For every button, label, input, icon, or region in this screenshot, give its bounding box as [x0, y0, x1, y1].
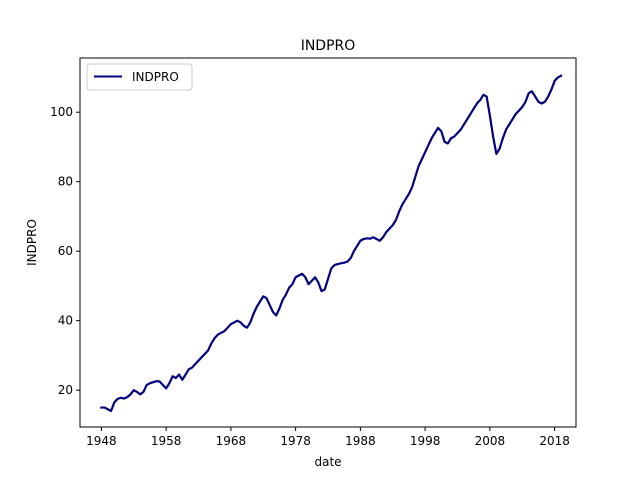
- chart-title: INDPRO: [301, 38, 356, 54]
- legend-label-indpro: INDPRO: [132, 70, 179, 84]
- x-tick-label: 1968: [216, 434, 247, 448]
- x-tick-label: 1978: [280, 434, 311, 448]
- plot-frame: [79, 57, 577, 428]
- x-tick-label: 1988: [345, 434, 376, 448]
- y-tick-label: 20: [58, 383, 73, 397]
- data-layer: [100, 74, 563, 413]
- x-tick-label: 2008: [475, 434, 506, 448]
- legend: INDPRO: [86, 63, 193, 91]
- x-tick-label: 2018: [539, 434, 570, 448]
- series-line-indpro: [100, 74, 563, 413]
- x-tick-label: 1998: [410, 434, 441, 448]
- y-tick-label: 60: [58, 244, 73, 258]
- legend-box: [86, 63, 193, 91]
- x-tick-label: 1948: [86, 434, 117, 448]
- plot-area: [80, 58, 576, 427]
- y-tick-label: 40: [58, 314, 73, 328]
- y-axis-label: INDPRO: [25, 219, 39, 266]
- y-tick-label: 80: [58, 175, 73, 189]
- x-axis-label: date: [314, 455, 341, 469]
- x-tick-label: 1958: [151, 434, 182, 448]
- ticks-layer: 1948 1958 1968 1978 1988 1998 2008 2018 20 40 60 80…: [50, 105, 570, 448]
- y-tick-label: 100: [50, 105, 73, 119]
